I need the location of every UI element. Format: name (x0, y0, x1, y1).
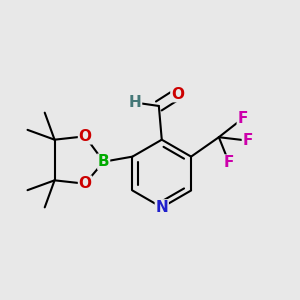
Text: O: O (79, 176, 92, 191)
Text: N: N (155, 200, 168, 215)
Text: F: F (242, 133, 253, 148)
Text: O: O (79, 129, 92, 144)
Text: B: B (98, 154, 109, 169)
Text: H: H (129, 95, 142, 110)
Text: F: F (237, 111, 248, 126)
Text: F: F (224, 155, 234, 170)
Text: O: O (171, 87, 184, 102)
